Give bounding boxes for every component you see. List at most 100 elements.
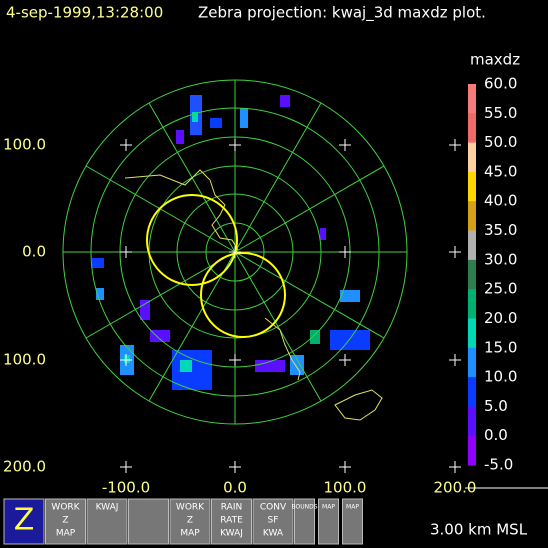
button-face bbox=[211, 498, 252, 545]
button-label: KWAJ bbox=[96, 503, 119, 513]
plot-title: Zebra projection: kwaj_3d maxdz plot. bbox=[198, 4, 486, 23]
colorbar-tick-label: 30.0 bbox=[484, 250, 517, 268]
toolbar-button[interactable] bbox=[128, 498, 169, 545]
azimuth-spoke bbox=[234, 165, 385, 253]
x-axis-label: 100.0 bbox=[324, 479, 367, 497]
toolbar-button[interactable]: MAP bbox=[318, 498, 339, 545]
grid-cross bbox=[339, 139, 351, 151]
button-label: WORK bbox=[51, 503, 80, 513]
toolbar-button[interactable]: BOUNDS bbox=[291, 498, 318, 545]
colorbar-tick-label: 35.0 bbox=[484, 221, 517, 239]
button-face bbox=[3, 498, 45, 545]
button-label: BOUNDS bbox=[291, 504, 317, 511]
toolbar-button[interactable]: KWAJ bbox=[86, 498, 128, 545]
radar-plot: 100.0 0.0 100.0 200.0 -100.0 0.0 100.0 200.0 bbox=[3, 79, 477, 497]
altitude-status: 3.00 km MSL bbox=[430, 521, 528, 539]
button-face bbox=[318, 498, 339, 545]
colorbar-tick-label: -5.0 bbox=[484, 456, 513, 474]
toolbar-button[interactable]: WORK Z MAP bbox=[45, 498, 86, 545]
colorbar-swatch bbox=[468, 318, 476, 349]
colorbar-tick-label: 45.0 bbox=[484, 162, 517, 180]
toolbar-button[interactable]: CONV SF KWA bbox=[252, 498, 294, 545]
button-face bbox=[342, 498, 363, 545]
colorbar-swatch bbox=[468, 259, 476, 290]
colorbar-tick-label: 5.0 bbox=[484, 397, 508, 415]
colorbar-swatch bbox=[468, 289, 476, 319]
button-face bbox=[294, 498, 315, 545]
azimuth-spoke bbox=[148, 251, 236, 402]
colorbar-swatch bbox=[468, 171, 476, 202]
colorbar-tick-label: 15.0 bbox=[484, 338, 517, 356]
grid-cross bbox=[339, 461, 351, 473]
button-label: SF bbox=[268, 516, 279, 526]
azimuth-spoke bbox=[234, 251, 322, 402]
y-axis-label: 200.0 bbox=[3, 458, 46, 476]
colorbar-swatch bbox=[468, 142, 476, 173]
grid-cross bbox=[120, 246, 132, 258]
colorbar-tick-label: 50.0 bbox=[484, 133, 517, 151]
grid-cross bbox=[120, 461, 132, 473]
grid-cross bbox=[229, 354, 241, 366]
toolbar-button[interactable]: WORK Z MAP bbox=[169, 498, 211, 545]
grid-cross bbox=[229, 139, 241, 151]
y-axis-label: 100.0 bbox=[3, 136, 46, 154]
island bbox=[334, 389, 383, 421]
button-face bbox=[45, 498, 86, 545]
toolbar-button[interactable]: MAP bbox=[342, 498, 363, 545]
y-axis-label: 100.0 bbox=[3, 351, 46, 369]
button-label: MAP bbox=[346, 504, 359, 511]
button-face bbox=[86, 498, 128, 545]
colorbar-tick-label: 25.0 bbox=[484, 280, 517, 298]
timestamp: 4-sep-1999,13:28:00 bbox=[6, 4, 163, 22]
button-label: RAIN bbox=[221, 503, 242, 513]
colorbar-tick-label: 55.0 bbox=[484, 104, 517, 122]
colorbar-swatch bbox=[468, 230, 476, 261]
colorbar-label: maxdz bbox=[470, 51, 520, 69]
toolbar: Z WORK Z MAP KWAJ WORK Z MAP RAIN RATE KWAJ CONV SF K… bbox=[3, 498, 363, 545]
grid-cross bbox=[449, 354, 461, 366]
grid-cross bbox=[229, 246, 241, 258]
button-face bbox=[128, 498, 169, 545]
echoes bbox=[92, 95, 370, 390]
button-label: KWAJ bbox=[220, 529, 243, 539]
colorbar-swatch bbox=[468, 113, 476, 144]
button-label: MAP bbox=[322, 504, 335, 511]
colorbar: maxdz 60.0 55.0 50.0 45.0 40.0 35.0 30.0 25.0 20… bbox=[468, 51, 520, 474]
colorbar-tick-label: 40.0 bbox=[484, 192, 517, 210]
button-face bbox=[169, 498, 211, 545]
button-face bbox=[252, 498, 294, 545]
button-label: WORK bbox=[176, 503, 205, 513]
button-label: MAP bbox=[180, 529, 200, 539]
button-label: KWA bbox=[263, 529, 284, 539]
grid-cross bbox=[449, 139, 461, 151]
coverage-circle bbox=[146, 194, 238, 286]
azimuth-spoke bbox=[234, 102, 322, 253]
colorbar-tick-label: 10.0 bbox=[484, 368, 517, 386]
grid-cross bbox=[449, 461, 461, 473]
button-label: Z bbox=[62, 516, 68, 526]
colorbar-swatch bbox=[468, 377, 476, 407]
toolbar-button[interactable]: RAIN RATE KWAJ bbox=[211, 498, 252, 545]
colorbar-tick-label: 60.0 bbox=[484, 75, 517, 93]
x-axis-label: -100.0 bbox=[102, 479, 150, 497]
x-axis-label: 200.0 bbox=[434, 479, 477, 497]
toolbar-button[interactable]: Z bbox=[3, 498, 45, 545]
grid-cross bbox=[120, 354, 132, 366]
colorbar-swatch bbox=[468, 406, 476, 437]
colorbar-swatch bbox=[468, 201, 476, 232]
azimuth-spoke bbox=[85, 251, 236, 339]
x-axis-label: 0.0 bbox=[223, 479, 247, 497]
coastline bbox=[124, 169, 239, 251]
coverage-circle bbox=[200, 252, 286, 338]
colorbar-swatch bbox=[468, 347, 476, 378]
grid-cross bbox=[339, 246, 351, 258]
colorbar-swatch bbox=[468, 84, 476, 114]
y-axis-label: 0.0 bbox=[22, 243, 46, 261]
button-label: RATE bbox=[220, 516, 243, 526]
colorbar-swatch bbox=[468, 435, 476, 466]
button-label: CONV bbox=[260, 503, 287, 513]
grid-cross bbox=[229, 461, 241, 473]
grid-cross bbox=[449, 246, 461, 258]
azimuth-spoke bbox=[234, 251, 385, 339]
